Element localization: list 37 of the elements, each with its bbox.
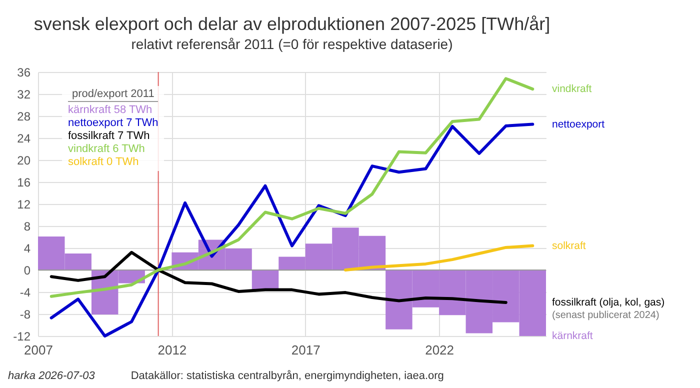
x-tick-label: 2022 xyxy=(425,342,454,358)
x-tick-label: 2012 xyxy=(158,342,187,358)
y-tick-label: 20 xyxy=(17,154,31,168)
annotation: kärnkraft 58 TWh xyxy=(68,104,154,117)
annotation: nettoexport 7 TWh xyxy=(68,117,158,130)
y-tick-label: 0 xyxy=(24,264,31,278)
text: fossilkraft (olja, kol, gas) xyxy=(552,296,665,308)
annotation: vindkraft 6 TWh xyxy=(68,143,146,156)
chart-title: svensk elexport och delar av elproduktionen 2007-2025 [TWh/år] xyxy=(34,14,550,34)
line-series xyxy=(344,244,534,272)
text: (senast publicerat 2024) xyxy=(552,310,660,322)
annotation: prod/export 2011 xyxy=(68,88,158,102)
y-tick-label: 28 xyxy=(17,110,31,124)
chart-subtitle: relativt referensår 2011 (=0 för respektive dataserie) xyxy=(131,36,453,52)
y-tick-label: 16 xyxy=(17,176,31,190)
y-tick-label: 12 xyxy=(17,198,31,212)
y-tick-label: -12 xyxy=(13,330,31,344)
y-tick-label: 4 xyxy=(24,242,31,256)
y-tick-label: -8 xyxy=(20,308,31,322)
series-label: solkraft xyxy=(552,240,586,252)
line-series xyxy=(50,77,534,298)
y-tick-label: -4 xyxy=(20,286,31,300)
text: Datakällor: statistiska centralbyrån, energimyndigheten, iaea.org xyxy=(130,370,444,382)
y-tick-label: 24 xyxy=(17,132,31,146)
text: harka 2026-07-03 xyxy=(8,370,95,382)
bar xyxy=(252,270,279,290)
line-series xyxy=(50,250,508,304)
x-tick-label: 2017 xyxy=(291,342,320,358)
series-label: vindkraft xyxy=(552,83,592,96)
y-tick-label: 36 xyxy=(17,66,31,80)
series-label: nettoexport xyxy=(552,118,605,130)
x-tick-label: 2007 xyxy=(24,342,53,358)
annotation: fossilkraft 7 TWh xyxy=(68,130,151,143)
y-tick-label: 32 xyxy=(17,88,31,102)
y-tick-label: 8 xyxy=(24,220,31,234)
series-label: kärnkraft xyxy=(552,330,593,342)
annotation: solkraft 0 TWh xyxy=(68,156,140,169)
